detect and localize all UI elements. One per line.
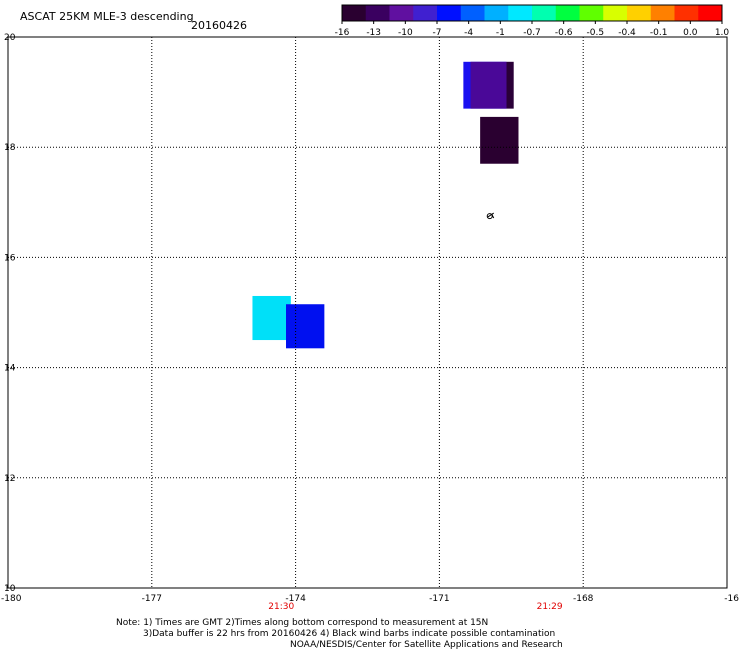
y-tick-label: 14 — [4, 364, 16, 374]
x-axis-ticks: -180 -177 -174 -171 -168 -16 — [1, 594, 739, 604]
y-tick-label: 10 — [4, 584, 16, 594]
colorbar-tick-label: 1.0 — [715, 28, 730, 38]
time-labels: 21:30 21:29 — [268, 602, 563, 612]
data-cells — [252, 61, 519, 349]
colorbar-tick-label: -7 — [433, 28, 442, 38]
plot-border — [7, 36, 728, 589]
colorbar-swatch — [413, 5, 438, 21]
colorbar-swatch — [532, 5, 557, 21]
x-tick-label: -177 — [142, 594, 162, 604]
x-tick-label: -16 — [724, 594, 739, 604]
footer-note-line1: Note: 1) Times are GMT 2)Times along bot… — [116, 618, 488, 628]
colorbar-swatch — [508, 5, 533, 21]
colorbar-tick-label: -1 — [496, 28, 505, 38]
colorbar-tick-label: -0.6 — [555, 28, 573, 38]
wind-barb-icon — [486, 212, 495, 220]
footer-note-line3: NOAA/NESDIS/Center for Satellite Applica… — [290, 640, 563, 650]
colorbar-swatch — [698, 5, 723, 21]
colorbar-tick-label: -13 — [366, 28, 381, 38]
y-axis-ticks: 20 18 16 14 12 10 — [4, 33, 16, 594]
footer-note-line2: 3)Data buffer is 22 hrs from 20160426 4)… — [143, 629, 555, 639]
colorbar-swatch — [389, 5, 414, 21]
pass-time-label: 21:30 — [268, 602, 294, 612]
scatterometer-cell — [470, 61, 507, 109]
x-tick-label: -174 — [285, 594, 306, 604]
product-title: ASCAT 25KM MLE-3 descending — [20, 10, 194, 23]
colorbar-swatch — [650, 5, 675, 21]
y-tick-label: 20 — [4, 33, 16, 43]
scatterometer-cell — [286, 304, 325, 349]
x-tick-label: -171 — [429, 594, 449, 604]
colorbar-tick-label: -0.4 — [618, 28, 636, 38]
colorbar-tick-label: -10 — [398, 28, 413, 38]
wind-barb-feather — [491, 213, 495, 219]
x-tick-label: -168 — [573, 594, 594, 604]
colorbar-swatch — [674, 5, 699, 21]
pass-time-label: 21:29 — [537, 602, 563, 612]
colorbar-tick-label: -4 — [464, 28, 473, 38]
y-tick-label: 12 — [4, 474, 15, 484]
scatterometer-cell — [480, 116, 519, 164]
colorbar-swatch — [627, 5, 652, 21]
colorbar-tick-label: -0.7 — [523, 28, 541, 38]
y-tick-label: 18 — [4, 143, 16, 153]
colorbar-tick-label: -0.1 — [650, 28, 668, 38]
scatterometer-cell — [506, 61, 514, 109]
colorbar-swatch — [579, 5, 604, 21]
colorbar-swatch — [484, 5, 509, 21]
product-date: 20160426 — [191, 19, 247, 32]
colorbar-swatch — [365, 5, 390, 21]
wind-barb-staff — [487, 212, 495, 218]
plot-area — [7, 36, 728, 589]
colorbar-tick-label: -16 — [335, 28, 350, 38]
colorbar-swatch — [555, 5, 580, 21]
x-tick-label: -180 — [1, 594, 22, 604]
y-tick-label: 16 — [4, 253, 16, 263]
gridlines — [8, 37, 727, 588]
colorbar-tick-label: 0.0 — [683, 28, 698, 38]
scatterometer-cell — [252, 295, 291, 341]
colorbar-swatch — [437, 5, 462, 21]
colorbar-swatch — [460, 5, 485, 21]
colorbar-tick-label: -0.5 — [587, 28, 605, 38]
colorbar-swatch — [342, 5, 367, 21]
colorbar-legend: -16 -13 -10 -7 -4 -1 -0.7 -0.6 -0.5 -0.4 -0.1 0.0 1.… — [335, 4, 730, 38]
colorbar-swatch — [603, 5, 628, 21]
